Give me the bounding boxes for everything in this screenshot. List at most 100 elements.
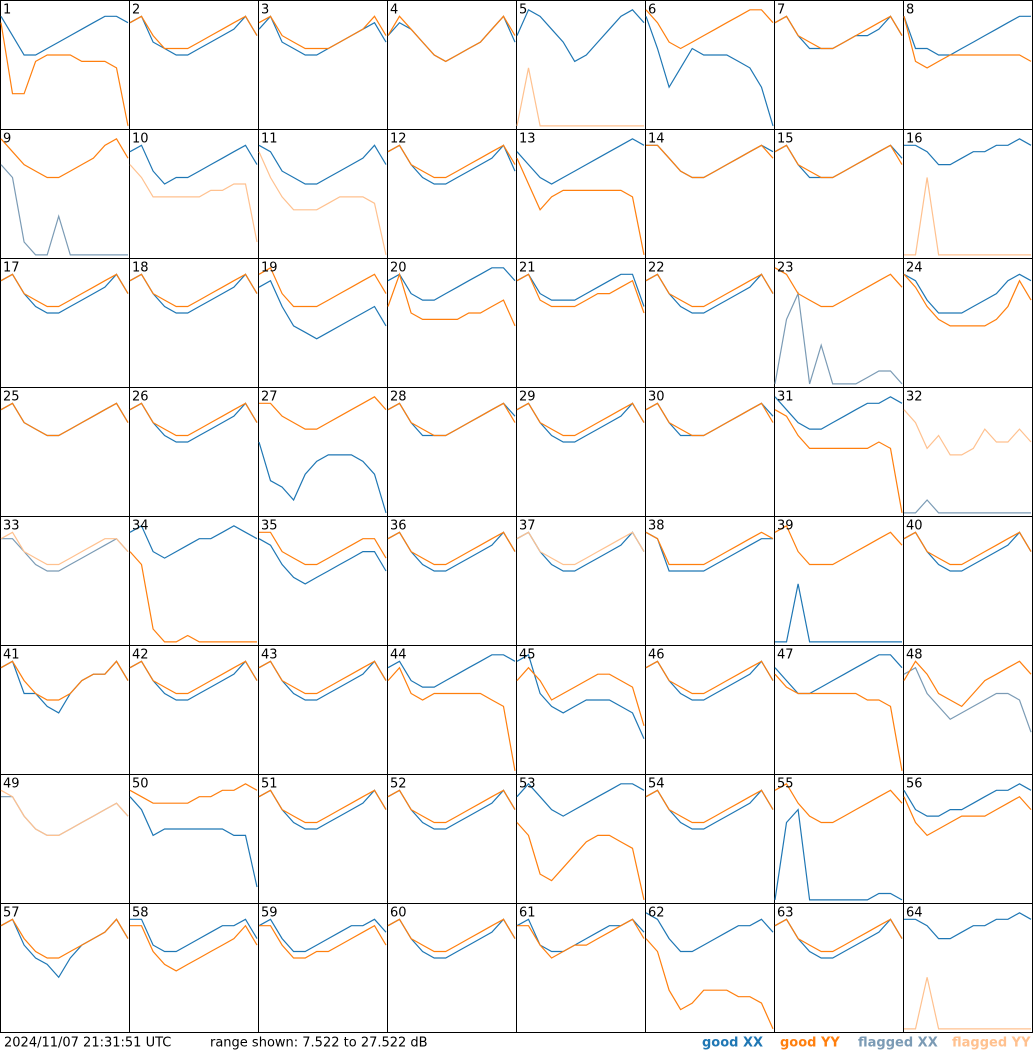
trace [129, 144, 258, 185]
panel-title: 62 [648, 906, 665, 921]
trace [387, 789, 516, 830]
panel-title: 17 [3, 261, 20, 276]
panel-title: 43 [261, 648, 278, 663]
panel-title: 42 [132, 648, 149, 663]
trace [774, 267, 903, 308]
trace [387, 918, 516, 953]
panel-title: 52 [390, 777, 407, 792]
panel-title: 2 [132, 3, 140, 18]
panel-title: 21 [519, 261, 536, 276]
panel-title: 11 [261, 132, 278, 147]
trace [903, 531, 1032, 572]
panel-title: 8 [906, 3, 914, 18]
panel-title: 51 [261, 777, 278, 792]
trace [259, 396, 387, 430]
trace [645, 402, 774, 437]
panel-title: 40 [906, 519, 923, 534]
trace [645, 789, 774, 824]
trace [903, 273, 1032, 314]
panel-title: 45 [519, 648, 536, 663]
panel-frame [0, 903, 130, 1033]
trace [0, 402, 129, 437]
trace [516, 822, 645, 901]
trace [1, 537, 129, 572]
trace [129, 660, 258, 701]
trace [130, 918, 258, 953]
panel-title: 28 [390, 390, 407, 405]
trace [258, 279, 387, 340]
panel-frame [387, 258, 517, 388]
panel-title: 3 [261, 3, 269, 18]
trace [903, 16, 1032, 69]
panel-title: 64 [906, 906, 923, 921]
panel-title: 38 [648, 519, 665, 534]
trace [645, 660, 774, 701]
trace [387, 654, 516, 688]
trace [387, 531, 516, 572]
trace [387, 789, 516, 824]
trace [258, 266, 387, 308]
trace [645, 273, 774, 314]
trace [903, 531, 1032, 566]
panel-frame [387, 645, 517, 775]
panel-title: 53 [519, 777, 536, 792]
panel-title: 14 [648, 132, 665, 147]
panel-frame [903, 774, 1033, 904]
panel-title: 30 [648, 390, 665, 405]
trace [258, 15, 387, 50]
panel-title: 23 [777, 261, 794, 276]
trace [129, 551, 257, 643]
trace [904, 912, 1032, 940]
range-note: range shown: 7.522 to 27.522 dB [210, 1036, 428, 1051]
trace [258, 789, 387, 824]
panel-title: 29 [519, 390, 536, 405]
panel-title: 44 [390, 648, 407, 663]
panel-title: 24 [906, 261, 923, 276]
trace [387, 144, 516, 179]
panel-title: 58 [132, 906, 149, 921]
panel-frame [258, 129, 388, 259]
panel-title: 18 [132, 261, 149, 276]
panel-title: 61 [519, 906, 536, 921]
trace [258, 918, 387, 953]
panel-title: 55 [777, 777, 794, 792]
panel-title: 20 [390, 261, 407, 276]
trace [0, 15, 129, 56]
trace [258, 15, 387, 56]
trace [0, 660, 129, 701]
panel-title: 36 [390, 519, 407, 534]
trace [129, 273, 258, 314]
trace [258, 660, 387, 695]
panel-title: 10 [132, 132, 149, 147]
legend-entry: flagged YY [952, 1036, 1031, 1051]
trace [516, 531, 645, 566]
panel-title: 33 [3, 519, 20, 534]
trace [129, 273, 258, 308]
panel-title: 57 [3, 906, 20, 921]
trace [258, 151, 387, 256]
trace [259, 924, 387, 959]
trace [903, 795, 1032, 837]
trace [645, 938, 774, 1030]
panel-title: 41 [3, 648, 20, 663]
trace [129, 164, 258, 243]
trace [0, 531, 129, 566]
trace [904, 177, 1031, 256]
trace [129, 402, 258, 437]
trace [903, 666, 1032, 733]
panel-title: 1 [3, 3, 11, 18]
trace [258, 789, 387, 830]
panel-frame [774, 645, 904, 775]
trace [387, 15, 516, 63]
trace [516, 273, 645, 307]
trace [129, 15, 258, 50]
panel-title: 22 [648, 261, 665, 276]
panel-title: 5 [519, 3, 527, 18]
panel-frame [516, 258, 646, 388]
panel-frame [129, 774, 259, 904]
panel-title: 19 [261, 261, 278, 276]
trace [904, 138, 1032, 166]
trace [0, 918, 129, 959]
trace [903, 273, 1032, 327]
